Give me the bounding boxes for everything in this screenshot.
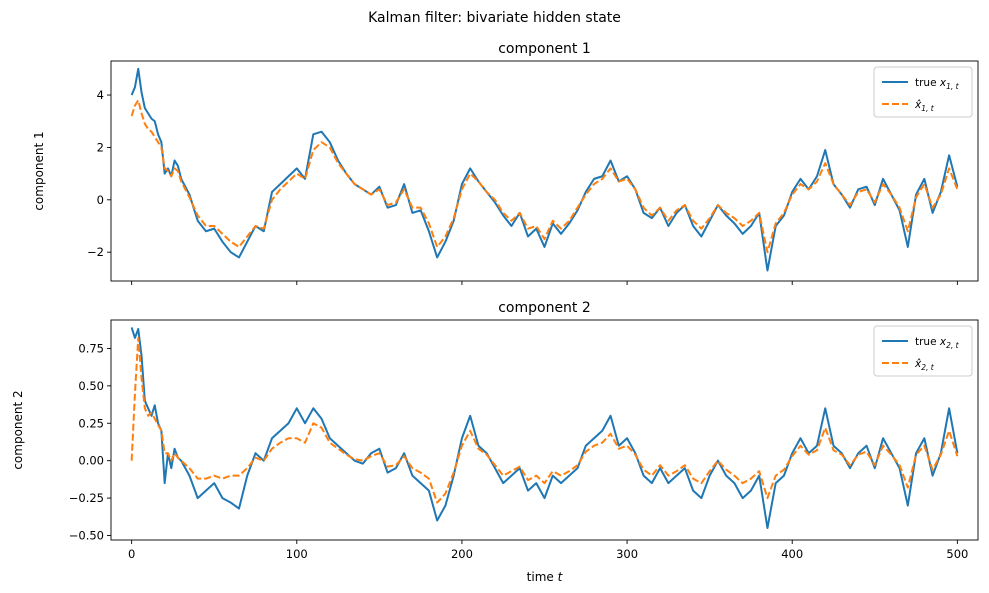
series-line-true [130,327,959,530]
y-tick-label: 4 [97,88,104,102]
panel-component-1: component 1 −2 0 2 4 component 1 true x1, t x̂1… [32,41,979,285]
x-tick-label: 500 [946,547,968,561]
y-tick-label: −0.25 [69,491,104,505]
series-line-estimate [130,99,959,254]
x-axis-label: time t [527,570,564,584]
axes-frame [110,60,979,282]
x-tick-label: 200 [451,547,473,561]
x-tick-label: 100 [286,547,308,561]
legend: true x2, t x̂2, t [873,325,973,377]
y-tick-label: 0.25 [78,416,104,430]
series-line-estimate [130,336,959,504]
y-tick-label: 0.00 [78,454,104,468]
y-axis-label: component 1 [32,131,46,210]
axes-frame [110,319,979,541]
y-tick-label: 0 [97,193,104,207]
x-tick-label: 300 [616,547,638,561]
legend: true x1, t x̂1, t [873,66,973,118]
x-tick-label: 0 [128,547,135,561]
panel-component-2: component 2 0 100 200 300 400 500 −0.50 −0.25 0.0… [11,300,979,584]
y-tick-label: −0.50 [69,529,104,543]
y-tick-label: 0.75 [78,341,104,355]
legend-entry-label: true x2, t [915,336,960,350]
x-tick-label: 400 [781,547,803,561]
legend-entry-label: true x1, t [915,77,960,91]
figure-suptitle: Kalman filter: bivariate hidden state [368,10,621,26]
legend-entry-label: x̂1, t [914,99,935,113]
y-tick-label: 0.50 [78,379,104,393]
legend-entry-label: x̂2, t [914,358,935,372]
panel-title: component 1 [498,41,591,57]
y-tick-label: 2 [97,140,104,154]
y-tick-label: −2 [87,245,104,259]
panel-title: component 2 [498,300,591,316]
y-axis-label: component 2 [11,390,25,469]
